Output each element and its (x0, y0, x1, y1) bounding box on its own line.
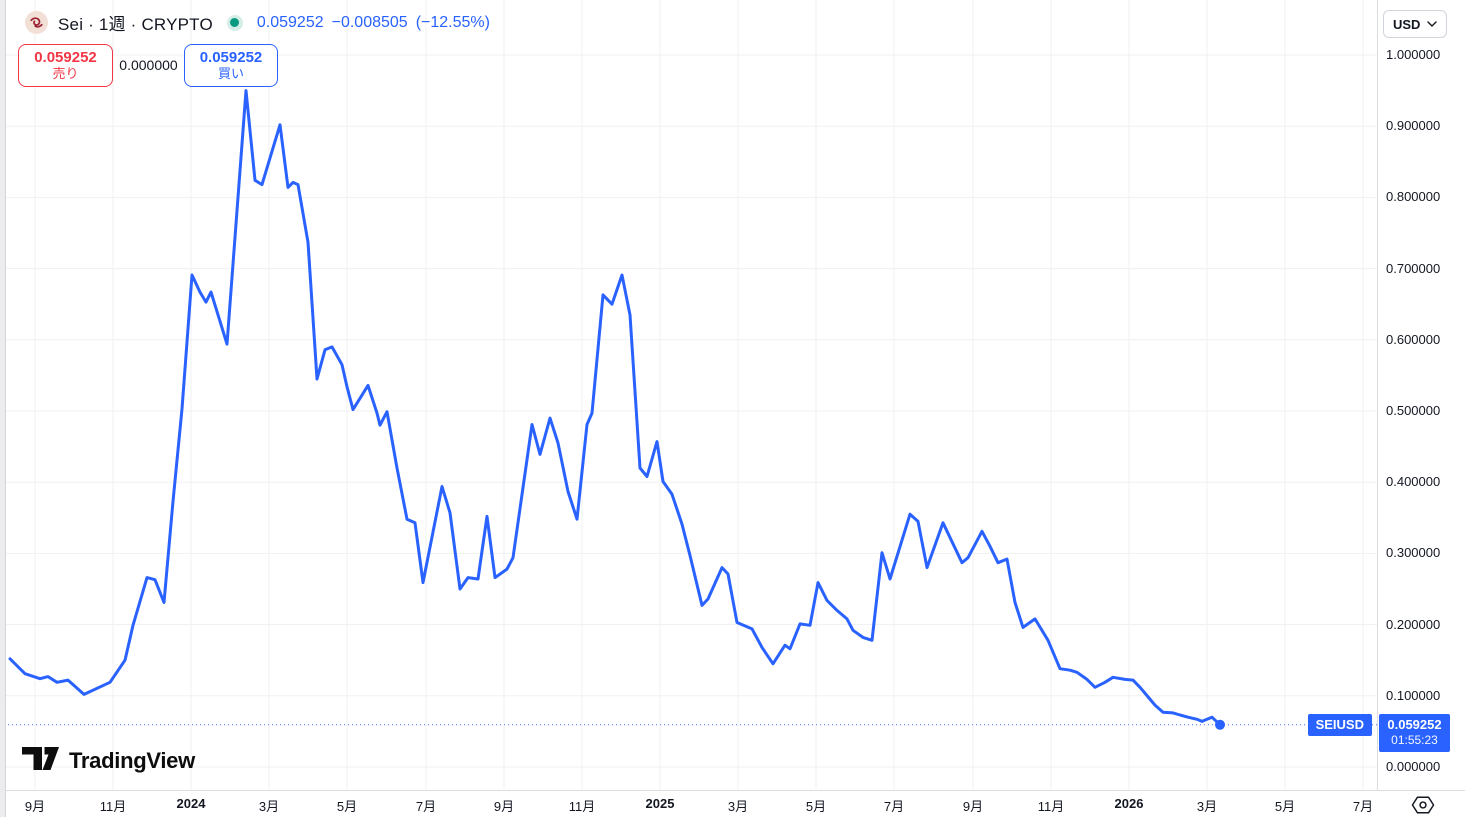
price-change-percent: (−12.55%) (415, 13, 490, 31)
time-tick-label: 7月 (883, 799, 905, 814)
time-tick-label: 3月 (1196, 799, 1218, 814)
time-tick-label: 9月 (24, 799, 46, 814)
time-tick-label: 5月 (1274, 799, 1296, 814)
price-tick-label: 0.700000 (1386, 260, 1441, 276)
price-tick-label: 0.000000 (1386, 759, 1441, 774)
price-tick-label: 0.900000 (1386, 118, 1441, 134)
spread-value: 0.000000 (119, 57, 178, 73)
axis-settings-icon[interactable] (1408, 793, 1438, 817)
grid-lines (0, 0, 1377, 790)
last-price: 0.059252 (256, 13, 324, 31)
current-price-value: 0.059252 (1387, 716, 1442, 732)
time-tick-label: 9月 (493, 799, 515, 814)
symbol-title[interactable]: Sei · 1週 · CRYPTO (58, 15, 213, 34)
sell-label: 売り (52, 66, 79, 82)
chart-canvas[interactable]: Sei · 1週 · CRYPTO 0.059252 −0.008505 (−1… (0, 0, 1377, 790)
currency-value: USD (1393, 16, 1421, 32)
time-tick-label: 3月 (258, 799, 280, 814)
price-readout: 0.059252 −0.008505 (−12.55%) (257, 14, 490, 32)
price-line-chart (0, 0, 1377, 790)
time-tick-label: 7月 (1352, 799, 1374, 814)
sell-price: 0.059252 (34, 48, 97, 66)
time-tick-label: 5月 (805, 799, 827, 814)
last-price-dot (1215, 719, 1225, 730)
sei-logo-icon (25, 11, 48, 34)
left-panel-edge (0, 0, 6, 817)
price-tick-label: 1.000000 (1386, 47, 1441, 62)
time-tick-label: 7月 (415, 799, 437, 814)
time-tick-label: 5月 (336, 799, 358, 814)
price-tick-label: 0.100000 (1386, 687, 1441, 703)
time-tick-label: 11月 (1037, 799, 1065, 814)
tradingview-logo-icon (22, 747, 59, 775)
market-status-icon[interactable] (226, 14, 243, 31)
buy-price: 0.059252 (199, 48, 263, 66)
price-tick-label: 0.300000 (1386, 545, 1441, 561)
bar-countdown-timer: 01:55:23 (1391, 733, 1438, 748)
time-tick-label: 2025 (645, 796, 675, 811)
price-tick-label: 0.500000 (1386, 403, 1441, 418)
buy-label: 買い (217, 66, 244, 82)
time-tick-label: 11月 (99, 799, 127, 814)
time-tick-label: 2024 (176, 796, 206, 811)
tradingview-logo-text: TradingView (69, 748, 195, 773)
price-axis[interactable]: USD 1.000000 0.900000 0.800000 0.700000 0.60… (1377, 0, 1465, 817)
time-axis[interactable]: 9月 11月 2024 3月 5月 7月 9月 11月 2025 3月 5月 7月 9月 11月 2026 3… (0, 790, 1465, 817)
price-tick-label: 0.600000 (1386, 331, 1441, 347)
price-change: −0.008505 (331, 13, 408, 31)
time-tick-label: 2026 (1114, 796, 1144, 811)
price-series-line (8, 89, 1222, 727)
tradingview-logo[interactable]: TradingView (22, 747, 195, 775)
time-tick-label: 3月 (727, 799, 749, 814)
current-price-badge: 0.059252 01:55:23 (1379, 713, 1450, 752)
price-tick-label: 0.400000 (1386, 474, 1441, 490)
chart-header: Sei · 1週 · CRYPTO 0.059252 −0.008505 (−1… (25, 10, 490, 35)
time-tick-label: 11月 (568, 799, 596, 814)
price-tick-label: 0.800000 (1386, 189, 1441, 205)
chevron-down-icon (1427, 15, 1437, 33)
sell-button[interactable]: 0.059252 売り (18, 44, 113, 87)
currency-dropdown[interactable]: USD (1383, 10, 1447, 38)
price-tick-label: 0.200000 (1386, 616, 1441, 632)
buy-button[interactable]: 0.059252 買い (184, 44, 278, 87)
time-tick-label: 9月 (962, 799, 984, 814)
symbol-price-label: SEIUSD (1307, 713, 1372, 736)
